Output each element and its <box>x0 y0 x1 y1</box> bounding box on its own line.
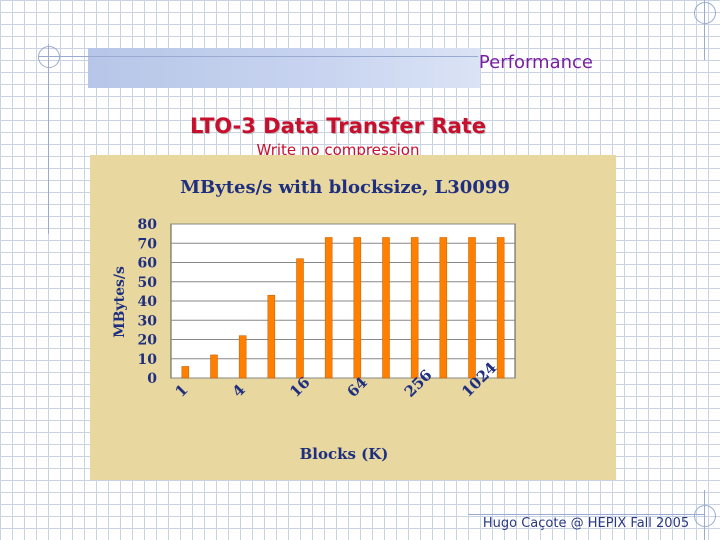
bar <box>496 237 505 379</box>
y-tick-label: 0 <box>147 371 157 387</box>
chart-container: MBytes/s with blocksize, L30099 0 10 20 30 4… <box>90 155 616 480</box>
y-tick-label: 60 <box>138 256 158 272</box>
decorative-circle <box>38 46 60 68</box>
decorative-line-horizontal <box>38 56 478 57</box>
y-tick-label: 30 <box>138 313 158 329</box>
slide-header: Performance <box>478 52 593 73</box>
slide-footer: Hugo Caçote @ HEPIX Fall 2005 <box>482 516 690 531</box>
chart-title: MBytes/s with blocksize, L30099 <box>180 177 510 198</box>
footer-decorative-circle <box>694 505 716 527</box>
bar <box>238 335 247 379</box>
y-axis-label: MBytes/s <box>112 266 128 338</box>
y-tick-label: 80 <box>138 217 158 233</box>
bar-chart: MBytes/s with blocksize, L30099 0 10 20 30 4… <box>90 155 616 480</box>
bar <box>267 294 276 379</box>
decorative-band <box>88 48 480 88</box>
y-tick-label: 40 <box>138 294 158 310</box>
bar <box>439 237 448 379</box>
decorative-line-vertical <box>48 44 49 234</box>
bar <box>210 354 218 379</box>
slide-title: LTO-3 Data Transfer Rate <box>190 114 486 138</box>
decorative-line-right <box>704 0 705 60</box>
bar <box>324 237 333 379</box>
y-tick-label: 70 <box>138 236 158 252</box>
y-tick-label: 10 <box>138 352 158 368</box>
bar <box>410 237 419 379</box>
bar <box>296 258 304 379</box>
bar <box>468 237 476 379</box>
y-tick-label: 20 <box>138 333 158 349</box>
slide-subtitle: Write no compression <box>256 141 420 159</box>
bar <box>382 237 390 379</box>
y-tick-label: 50 <box>138 275 158 291</box>
footer-divider <box>468 514 704 515</box>
bar <box>181 366 190 379</box>
bar <box>353 237 362 379</box>
decorative-circle-right <box>694 2 716 24</box>
x-axis-label: Blocks (K) <box>300 445 389 463</box>
